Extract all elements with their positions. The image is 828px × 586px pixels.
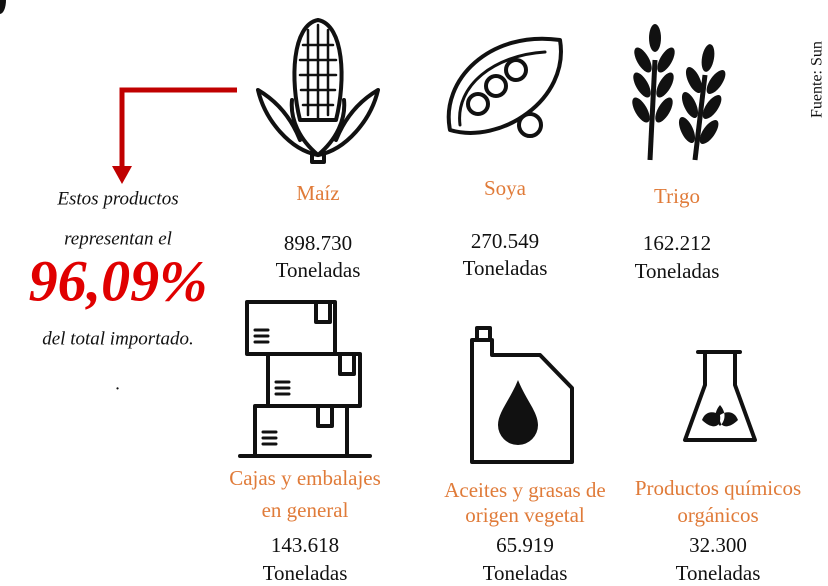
product-name: en general [262,498,349,522]
product-amount: 143.618 [271,533,339,557]
product-amount: 32.300 [689,533,747,557]
product-unit: Toneladas [635,259,720,283]
product-name: Trigo [654,184,700,208]
boxes-icon [238,300,372,458]
wheat-icon [0,0,726,161]
product-unit: Toneladas [463,256,548,280]
callout-line: representan el [64,228,172,249]
product-name: Soya [484,176,527,200]
product-amount: 898.730 [284,231,352,255]
source: Fuente: Sun [809,41,826,118]
product-name: Productos químicos [635,476,801,500]
arrow [112,87,237,184]
product-unit: Toneladas [676,561,761,585]
product-unit: Toneladas [276,258,361,282]
oil-icon [470,326,574,464]
callout-percent: 96,09% [29,248,208,313]
callout-dot: . [116,373,121,394]
product-amount: 65.919 [496,533,554,557]
product-amount: 162.212 [643,231,711,255]
product-name: orgánicos [677,503,758,527]
product-unit: Toneladas [483,561,568,585]
corn-icon [256,18,380,164]
product-amount: 270.549 [471,229,539,253]
callout-line: Estos productos [56,188,178,209]
product-name: Cajas y embalajes [229,466,381,490]
product-unit: Toneladas [263,561,348,585]
product-name: origen vegetal [465,503,585,527]
product-name: Aceites y grasas de [444,478,606,502]
callout-line: del total importado. [42,328,193,349]
product-name: Maíz [296,181,339,205]
pea-icon [446,36,563,138]
flask-icon [683,350,757,442]
